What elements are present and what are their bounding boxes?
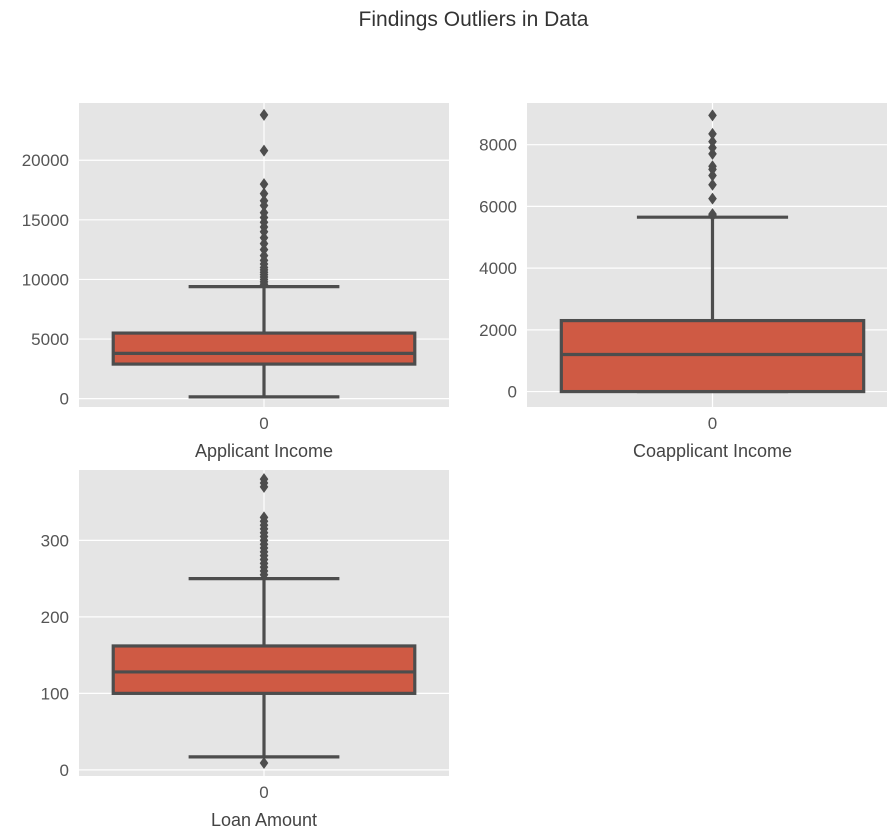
- outlier-point: [708, 169, 717, 182]
- outlier-point: [259, 108, 269, 121]
- iqr-box: [111, 331, 417, 366]
- y-tick-label: 15000: [22, 211, 69, 230]
- x-axis-label: Loan Amount: [211, 810, 317, 830]
- x-axis-label: Coapplicant Income: [633, 441, 792, 461]
- iqr-box: [111, 644, 417, 695]
- outlier-point: [708, 109, 717, 122]
- figure-title: Findings Outliers in Data: [358, 8, 589, 31]
- y-tick-label: 0: [60, 761, 69, 780]
- y-tick-label: 6000: [479, 197, 517, 216]
- y-tick-label: 4000: [479, 259, 517, 278]
- outlier-point: [708, 135, 717, 148]
- x-tick-label: 0: [259, 414, 268, 433]
- y-tick-label: 0: [60, 390, 69, 409]
- outlier-point: [259, 206, 269, 219]
- y-tick-label: 8000: [479, 136, 517, 155]
- y-tick-label: 0: [508, 383, 517, 402]
- y-tick-label: 10000: [22, 270, 69, 289]
- outlier-point: [259, 511, 269, 524]
- x-tick-label: 0: [708, 414, 717, 433]
- outlier-point: [708, 208, 717, 221]
- outlier-point: [259, 194, 269, 207]
- y-tick-label: 300: [41, 531, 69, 550]
- outlier-point: [259, 756, 269, 769]
- outlier-point: [259, 178, 269, 191]
- outlier-point: [259, 144, 269, 157]
- outlier-point: [708, 127, 717, 140]
- outlier-point: [259, 473, 269, 486]
- subplot-coapplicant-income: 0 2000 4000 6000 8000 0 Coapplicant Income: [479, 103, 887, 461]
- subplot-loan-amount: 0 100 200 300 0 Loan Amount: [41, 470, 449, 830]
- y-tick-label: 200: [41, 608, 69, 627]
- y-tick-label: 2000: [479, 321, 517, 340]
- outlier-point: [259, 187, 269, 200]
- outlier-point: [708, 178, 717, 191]
- outlier-point: [708, 147, 717, 160]
- outlier-point: [708, 141, 717, 154]
- y-tick-label: 20000: [22, 151, 69, 170]
- y-tick-label: 100: [41, 684, 69, 703]
- y-tick-label: 5000: [31, 330, 69, 349]
- x-tick-label: 0: [259, 783, 268, 802]
- outlier-point: [708, 160, 717, 173]
- subplot-applicant-income: 0 5000 10000 15000 20000 0 Applicant Income: [22, 103, 449, 461]
- x-axis-label: Applicant Income: [195, 441, 333, 461]
- outlier-point: [708, 192, 717, 205]
